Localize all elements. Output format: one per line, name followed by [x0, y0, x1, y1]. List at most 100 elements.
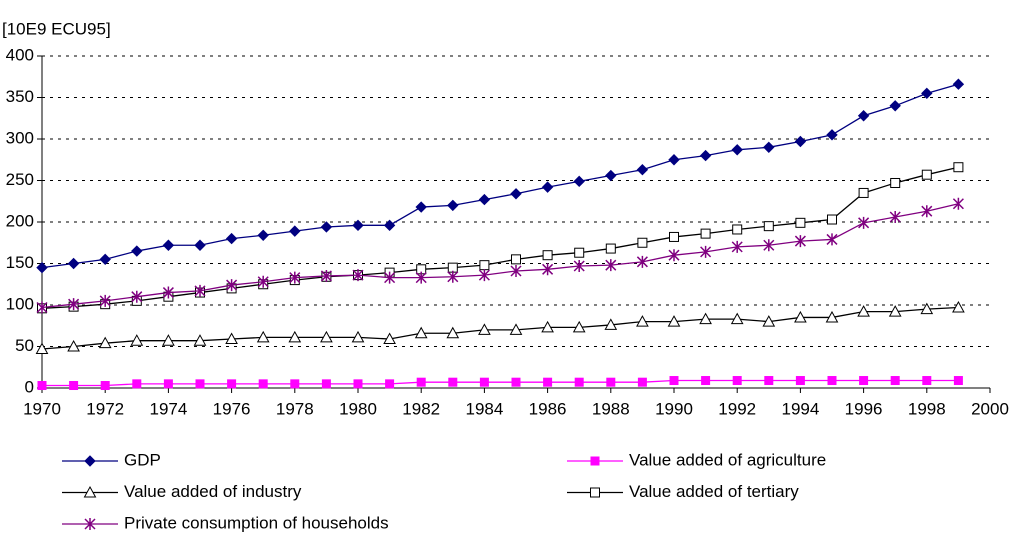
- x-tick-label: 1974: [149, 399, 187, 418]
- legend-label: Value added of tertiary: [629, 482, 799, 501]
- x-tick-label: 1982: [402, 399, 440, 418]
- marker: [667, 315, 681, 327]
- marker: [574, 377, 584, 387]
- marker: [289, 225, 301, 237]
- marker: [194, 284, 206, 297]
- marker: [227, 379, 237, 389]
- marker: [572, 320, 586, 333]
- marker: [542, 250, 553, 261]
- marker: [478, 323, 491, 335]
- marker: [383, 332, 396, 345]
- marker: [100, 381, 110, 391]
- marker: [700, 228, 711, 239]
- marker: [447, 270, 459, 283]
- marker: [952, 197, 964, 210]
- y-tick-label: 50: [15, 336, 34, 355]
- marker: [385, 379, 395, 389]
- marker: [858, 216, 870, 229]
- legend-marker: [590, 487, 600, 498]
- marker: [36, 261, 48, 274]
- marker: [699, 312, 712, 325]
- marker: [289, 271, 301, 284]
- marker: [257, 275, 269, 288]
- marker: [826, 233, 838, 246]
- marker: [353, 379, 363, 389]
- legend-marker: [84, 455, 96, 467]
- marker: [290, 379, 300, 389]
- marker: [668, 249, 680, 262]
- marker: [888, 305, 902, 317]
- marker: [68, 298, 80, 311]
- marker: [479, 377, 489, 387]
- y-tick-label: 250: [6, 170, 34, 189]
- marker: [921, 87, 933, 100]
- marker: [321, 379, 331, 389]
- marker: [130, 334, 144, 346]
- x-tick-label: 1988: [592, 399, 630, 418]
- legend-label: GDP: [124, 450, 161, 469]
- marker: [763, 239, 775, 252]
- marker: [764, 376, 774, 386]
- marker: [163, 379, 173, 389]
- marker: [478, 193, 491, 206]
- marker: [35, 342, 49, 354]
- x-tick-label: 1990: [655, 399, 693, 418]
- marker: [415, 201, 427, 213]
- marker: [352, 269, 364, 282]
- marker: [131, 290, 143, 303]
- legend-marker: [83, 485, 97, 498]
- marker: [288, 330, 302, 343]
- marker: [414, 326, 428, 339]
- marker: [478, 269, 490, 282]
- marker: [762, 315, 776, 327]
- marker: [352, 219, 364, 232]
- marker: [511, 377, 521, 387]
- y-tick-label: 400: [6, 45, 34, 64]
- x-tick-label: 1998: [908, 399, 946, 418]
- y-axis-label: [10E9 ECU95]: [2, 19, 111, 38]
- legend-marker: [84, 518, 96, 530]
- marker: [668, 154, 680, 166]
- marker: [162, 286, 174, 299]
- marker: [194, 239, 206, 251]
- marker: [763, 141, 775, 154]
- marker: [162, 334, 175, 346]
- marker: [921, 205, 933, 218]
- marker: [953, 162, 964, 173]
- marker: [226, 279, 238, 292]
- marker: [256, 330, 270, 343]
- marker: [320, 269, 332, 282]
- marker: [890, 376, 900, 386]
- marker: [701, 376, 711, 386]
- marker: [953, 376, 963, 386]
- marker: [446, 326, 460, 339]
- marker: [225, 332, 238, 345]
- marker: [858, 187, 869, 198]
- marker: [36, 301, 48, 314]
- legend-label: Value added of industry: [124, 482, 302, 501]
- y-tick-label: 300: [6, 128, 34, 147]
- series-line: [41, 306, 959, 350]
- marker: [889, 211, 901, 224]
- marker: [541, 181, 554, 193]
- marker: [795, 376, 805, 386]
- marker: [510, 188, 522, 200]
- marker: [732, 224, 743, 235]
- y-tick-label: 0: [25, 377, 34, 396]
- marker: [636, 315, 649, 327]
- marker: [730, 312, 744, 325]
- x-tick-label: 1994: [781, 399, 819, 418]
- marker: [415, 271, 427, 284]
- marker: [606, 377, 616, 387]
- x-tick-label: 2000: [971, 399, 1009, 418]
- marker: [857, 110, 870, 122]
- marker: [573, 175, 585, 188]
- marker: [132, 379, 142, 389]
- marker: [636, 164, 649, 176]
- marker: [637, 237, 648, 248]
- series-line: [42, 379, 959, 387]
- marker: [731, 144, 743, 156]
- marker: [37, 381, 47, 391]
- marker: [320, 221, 333, 233]
- marker: [669, 231, 679, 242]
